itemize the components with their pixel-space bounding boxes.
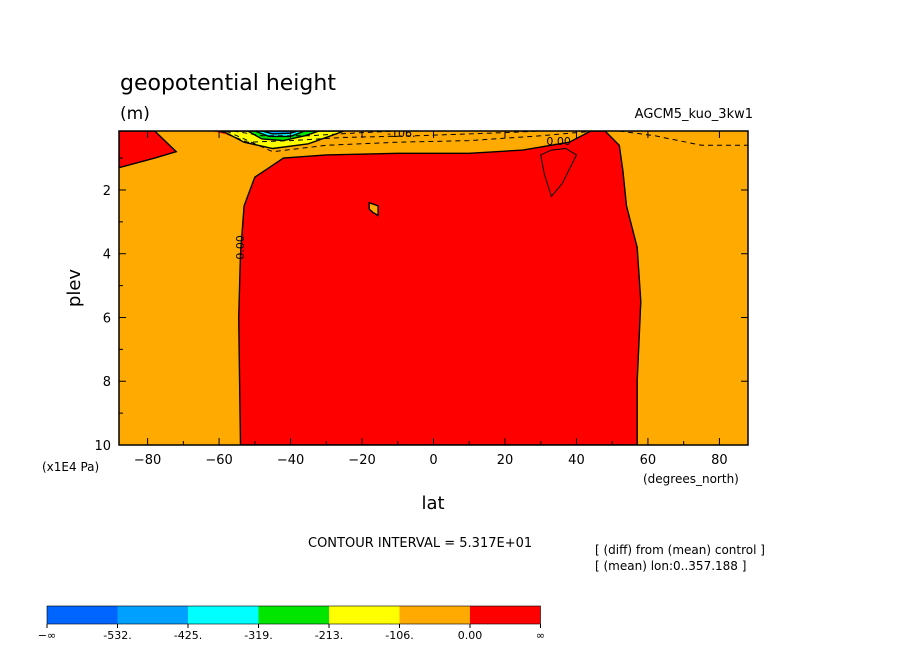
chart-title: geopotential height — [120, 71, 336, 96]
colorbar-swatch — [329, 606, 400, 624]
x-tick-label: 40 — [568, 453, 585, 468]
colorbar-swatch — [399, 606, 470, 624]
x-tick-label: 60 — [640, 453, 657, 468]
x-tick-label: −20 — [348, 453, 375, 468]
x-tick-label: −40 — [277, 453, 304, 468]
colorbar-label: 0.00 — [458, 629, 483, 642]
y-tick-label: 2 — [103, 184, 111, 199]
x-tick-label: 20 — [497, 453, 514, 468]
x-axis-ticks: −80 −60 −40 −20 0 20 40 60 80 — [134, 131, 728, 468]
y-tick-label: 4 — [103, 248, 111, 263]
contour-interval: CONTOUR INTERVAL = 5.317E+01 — [308, 536, 532, 551]
colorbar-label: -425. — [174, 629, 202, 642]
colorbar-swatch — [470, 606, 541, 624]
region-orange-spot — [368, 201, 379, 217]
mean-note: [ (mean) lon:0..357.188 ] — [595, 559, 746, 573]
y-axis-label: plev — [64, 269, 85, 308]
contour-loop — [540, 147, 578, 198]
x-tick-label: 0 — [429, 453, 437, 468]
run-label: AGCM5_kuo_3kw1 — [635, 107, 753, 122]
contour-label: 0.00 — [546, 135, 571, 148]
colorbar: −∞ -532. -425. -319. -213. -106. 0.00 ∞ — [38, 605, 545, 642]
x-tick-label: 80 — [711, 453, 728, 468]
colorbar-label: ∞ — [536, 629, 545, 642]
colorbar-swatch — [258, 606, 329, 624]
colorbar-label: -532. — [103, 629, 131, 642]
region-nw-red — [119, 131, 178, 169]
plot-area: -106. 0.00 0.00 −80 −60 −40 −20 0 20 40 60 80 2 4 6 8 10 — [94, 127, 749, 468]
colorbar-label: -106. — [385, 629, 413, 642]
y-tick-label: 6 — [103, 311, 111, 326]
colorbar-swatch — [188, 606, 259, 624]
colorbar-swatch — [47, 606, 118, 624]
colorbar-label: -319. — [244, 629, 272, 642]
colorbar-label: -213. — [315, 629, 343, 642]
chart-units: (m) — [120, 104, 150, 124]
x-axis-label: lat — [421, 493, 444, 514]
region-tropics-red — [237, 131, 642, 445]
x-tick-label: −60 — [205, 453, 232, 468]
contour-label: -106. — [387, 127, 415, 140]
y-unit-label: (x1E4 Pa) — [42, 460, 99, 474]
dashed-contour-0 — [225, 131, 595, 153]
y-axis-ticks: 2 4 6 8 10 — [94, 157, 748, 454]
y-tick-label: 8 — [103, 375, 111, 390]
y-tick-label: 10 — [94, 439, 111, 454]
dashed-contour-2 — [233, 131, 398, 137]
colorbar-swatch — [117, 606, 188, 624]
colorbar-label: −∞ — [38, 629, 56, 642]
colorbar-frame — [46, 605, 541, 625]
x-unit-label: (degrees_north) — [643, 472, 739, 486]
dashed-contour-3 — [619, 131, 748, 146]
diff-note: [ (diff) from (mean) control ] — [595, 543, 765, 557]
contour-label: 0.00 — [234, 235, 247, 260]
x-tick-label: −80 — [134, 453, 161, 468]
